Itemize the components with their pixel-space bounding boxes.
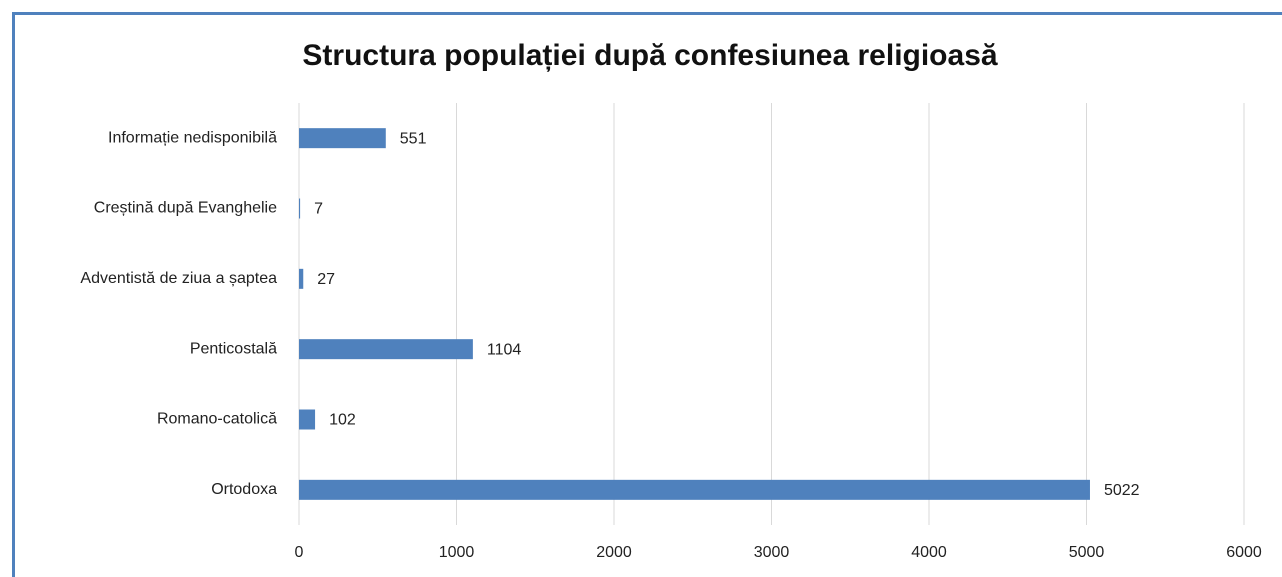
x-tick-label: 4000 <box>911 544 947 561</box>
bar <box>299 128 386 149</box>
y-tick-label: Creștină după Evanghelie <box>94 200 277 217</box>
y-tick-label: Penticostală <box>190 340 277 357</box>
bar <box>299 268 304 289</box>
data-label: 1104 <box>487 341 522 358</box>
x-tick-label: 0 <box>295 544 304 561</box>
y-tick-label: Ortodoxa <box>211 481 277 498</box>
bar <box>299 198 301 219</box>
bar <box>299 339 473 360</box>
x-tick-label: 1000 <box>439 544 475 561</box>
y-tick-label: Romano-catolică <box>157 411 277 428</box>
frame <box>12 12 1282 577</box>
x-tick-label: 6000 <box>1226 544 1262 561</box>
data-label: 551 <box>400 130 427 147</box>
x-tick-label: 2000 <box>596 544 632 561</box>
x-tick-label: 5000 <box>1069 544 1105 561</box>
y-tick-label: Adventistă de ziua a șaptea <box>80 270 277 287</box>
data-label: 27 <box>317 271 335 288</box>
chart-title: Structura populației după confesiunea re… <box>302 39 997 72</box>
data-label: 7 <box>314 201 323 218</box>
x-tick-label: 3000 <box>754 544 790 561</box>
bar <box>299 479 1090 500</box>
data-label: 5022 <box>1104 482 1140 499</box>
data-label: 102 <box>329 412 356 429</box>
bar <box>299 409 316 430</box>
y-tick-label: Informație nedisponibilă <box>108 129 277 146</box>
